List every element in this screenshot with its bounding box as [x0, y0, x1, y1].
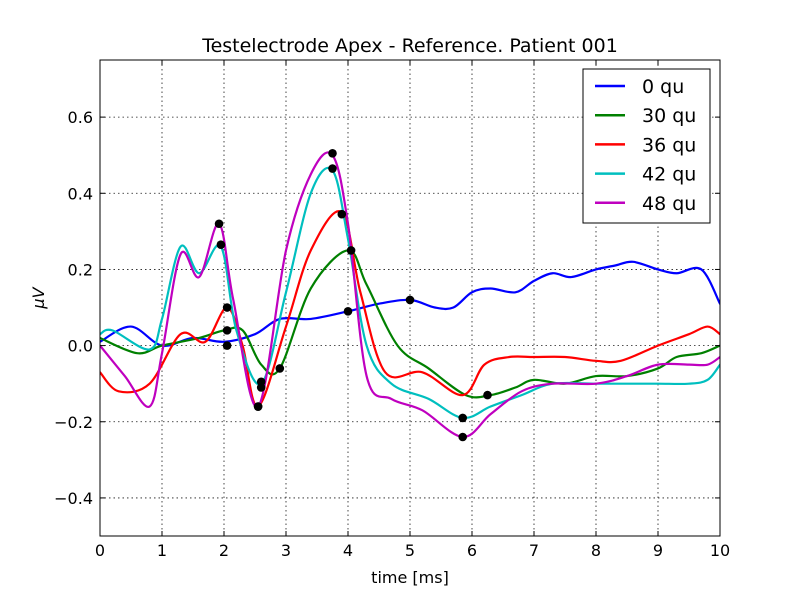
peak-marker [222, 326, 232, 335]
tick-labels: 0 1 2 3 4 5 6 7 8 9 10 −0.4 −0.2 0.0 0.2 0.4 0.6 [54, 108, 730, 560]
peak-marker [337, 209, 347, 219]
x-tick-label: 2 [219, 541, 229, 560]
y-tick-label: −0.4 [54, 489, 93, 508]
y-axis-label: μV [29, 286, 48, 309]
x-tick-label: 8 [591, 541, 601, 560]
peak-marker [483, 390, 492, 400]
peak-marker [222, 341, 232, 350]
x-tick-label: 9 [653, 541, 663, 560]
x-axis-label: time [ms] [371, 568, 449, 587]
peak-marker [328, 148, 337, 158]
series-line-48-qu [100, 151, 720, 439]
marker-layer [214, 148, 492, 442]
chart-title: Testelectrode Apex - Reference. Patient … [201, 35, 618, 57]
peak-marker [405, 295, 415, 305]
peak-marker [216, 240, 226, 249]
x-tick-label: 10 [710, 541, 730, 560]
legend-label: 0 qu [642, 76, 684, 98]
legend-label: 48 qu [642, 193, 696, 215]
legend-label: 30 qu [642, 105, 696, 127]
x-tick-label: 4 [343, 541, 353, 560]
peak-marker [346, 246, 356, 255]
ticks [99, 60, 721, 536]
legend-label: 42 qu [642, 164, 696, 186]
legend-box [582, 68, 711, 224]
peak-marker [253, 402, 263, 411]
y-tick-label: 0.0 [68, 337, 93, 356]
peak-marker [458, 432, 468, 442]
series-line-36-qu [100, 210, 720, 408]
peak-marker [458, 413, 468, 423]
y-tick-label: −0.2 [54, 413, 93, 432]
legend-label: 36 qu [642, 134, 696, 156]
x-tick-label: 5 [405, 541, 415, 560]
peak-marker [214, 219, 224, 229]
x-tick-label: 7 [529, 541, 539, 560]
peak-marker [275, 364, 285, 373]
series-line-42-qu [100, 166, 720, 420]
y-tick-label: 0.2 [68, 260, 93, 279]
y-tick-label: 0.6 [68, 108, 93, 127]
peak-marker [222, 303, 232, 312]
peak-marker [256, 377, 266, 387]
x-tick-label: 3 [281, 541, 291, 560]
x-tick-label: 0 [95, 541, 105, 560]
peak-marker [328, 164, 337, 173]
y-tick-label: 0.4 [68, 184, 93, 203]
x-tick-label: 1 [157, 541, 167, 560]
x-tick-label: 6 [467, 541, 477, 560]
peak-marker [343, 307, 353, 316]
legend: 0 qu 30 qu 36 qu 42 qu 48 qu [582, 68, 711, 224]
